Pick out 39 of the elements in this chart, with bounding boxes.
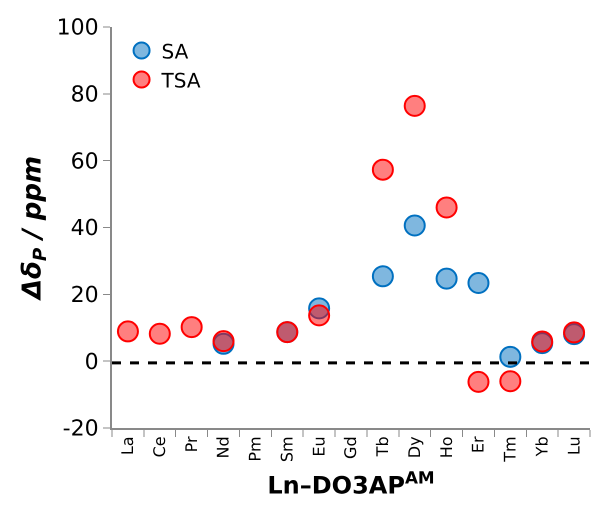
x-tick-label: Gd <box>341 436 360 459</box>
y-tick-label: 20 <box>70 283 99 308</box>
legend-label: SA <box>162 39 189 64</box>
point <box>467 272 490 294</box>
x-tick-label: Lu <box>564 436 584 456</box>
point <box>436 268 458 290</box>
point <box>372 158 394 181</box>
x-tick-label: Yb <box>532 436 552 458</box>
point <box>372 265 394 288</box>
x-tick-label: Er <box>468 436 488 454</box>
point <box>436 196 458 218</box>
x-tick-label: Tm <box>500 436 520 463</box>
x-tick-label: La <box>118 436 138 456</box>
x-tick-label: Pm <box>246 436 265 462</box>
y-tick-label: 100 <box>56 16 99 41</box>
x-tick-label: Pr <box>182 436 201 452</box>
x-tick-label: Eu <box>309 436 328 457</box>
y-tick-label: -20 <box>62 416 99 442</box>
x-axis-title: Ln–DO3AP$^{AM}$ <box>267 467 435 500</box>
point <box>499 346 522 368</box>
x-tick-label: Ce <box>150 436 169 458</box>
y-tick-label: 0 <box>84 350 99 375</box>
x-tick-label: Ho <box>436 436 456 458</box>
point <box>467 370 490 393</box>
point <box>404 94 426 117</box>
point <box>180 316 203 338</box>
point <box>499 370 522 392</box>
y-tick-label: 40 <box>70 216 99 242</box>
x-tick-label: Sm <box>277 436 296 462</box>
point <box>404 214 426 236</box>
point <box>116 320 139 342</box>
point <box>308 304 330 326</box>
x-tick-label: Dy <box>404 436 424 458</box>
y-tick-label: 60 <box>70 149 99 174</box>
legend-label: TSA <box>160 68 201 92</box>
x-tick-label: Tb <box>373 436 392 458</box>
y-tick-label: 80 <box>70 82 99 108</box>
x-tick-label: Nd <box>214 436 233 459</box>
point <box>148 322 171 345</box>
